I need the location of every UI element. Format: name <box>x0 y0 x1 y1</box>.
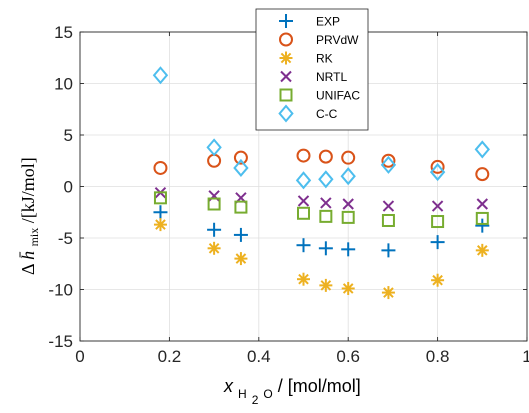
data-point <box>381 153 396 168</box>
tick-labels: 0 0.2 0.4 0.6 0.8 1 -15 -10 -5 0 5 10 15 <box>48 23 529 366</box>
x-axis-label-subsub: 2 <box>252 393 259 407</box>
y-axis-label: Δ h̄ mix /[kJ/mol] <box>18 157 42 275</box>
data-point <box>381 243 396 258</box>
data-point <box>431 200 444 212</box>
legend-label: PRVdW <box>316 33 359 47</box>
x-tick-label: 0.8 <box>426 347 450 366</box>
data-point <box>233 158 249 178</box>
data-markers <box>152 66 490 300</box>
data-point <box>320 197 332 209</box>
legend-box <box>255 8 369 131</box>
x-axis-label-sub: H <box>238 387 247 401</box>
data-point <box>475 167 490 182</box>
legend-marker <box>279 14 293 28</box>
data-point <box>297 206 310 220</box>
data-point <box>341 281 355 295</box>
data-point <box>296 238 311 253</box>
data-point <box>475 243 489 257</box>
data-point <box>430 159 445 174</box>
series-unifac <box>153 191 489 229</box>
data-point <box>474 140 490 159</box>
data-point <box>430 235 445 250</box>
legend-marker <box>279 88 293 102</box>
data-point <box>234 200 248 214</box>
data-point <box>476 198 489 210</box>
legend-marker <box>279 32 293 47</box>
data-point <box>297 195 310 207</box>
y-axis-label-delta: Δ <box>18 264 38 275</box>
x-axis-label-sub-tail: O <box>263 387 272 401</box>
y-tick-label: -10 <box>48 281 73 300</box>
legend-label: UNIFAC <box>316 89 360 103</box>
data-point <box>297 272 310 286</box>
x-tick-label: 0.6 <box>336 347 360 366</box>
data-point <box>380 155 397 174</box>
x-axis-label: x H 2 O / [mol/mol] <box>223 376 361 408</box>
series-rk <box>153 218 489 300</box>
legend-label: RK <box>316 52 333 66</box>
data-point <box>233 150 248 165</box>
data-point <box>342 198 354 210</box>
data-point <box>207 241 221 255</box>
legend: EXP PRVdW RK NRTL UNIFAC C-C <box>255 8 369 131</box>
y-axis-label-h: h̄ <box>18 251 38 260</box>
series-prvdw <box>153 148 490 182</box>
x-tick-label: 0 <box>75 347 84 366</box>
legend-label: NRTL <box>316 70 347 84</box>
data-point <box>234 252 248 266</box>
y-tick-label: 10 <box>54 75 73 94</box>
series-exp <box>153 205 490 258</box>
x-axis-label-rest: / [mol/mol] <box>278 376 361 396</box>
data-point <box>233 227 248 242</box>
y-tick-label: 0 <box>64 178 73 197</box>
data-point <box>206 138 222 157</box>
data-point <box>207 222 222 237</box>
legend-marker <box>280 70 292 83</box>
x-axis-label-var: x <box>223 376 234 396</box>
x-tick-label: 0.2 <box>158 347 182 366</box>
y-tick-label: -15 <box>48 332 73 351</box>
data-point <box>381 286 395 300</box>
data-point <box>475 218 490 233</box>
series-c-c <box>152 66 490 190</box>
y-tick-label: -5 <box>58 229 73 248</box>
x-tick-label: 0.4 <box>247 347 271 366</box>
data-point <box>381 213 395 227</box>
legend-label: C-C <box>316 107 338 121</box>
data-point <box>318 170 334 189</box>
data-point <box>318 149 333 164</box>
y-tick-label: 15 <box>54 23 73 42</box>
legend-marker <box>278 104 294 123</box>
data-point <box>431 273 445 287</box>
x-tick-label: 1 <box>522 347 529 366</box>
y-tick-label: 5 <box>64 126 73 145</box>
legend-marker <box>279 51 293 65</box>
data-point <box>153 218 167 232</box>
data-point <box>341 210 355 224</box>
data-point <box>341 150 356 165</box>
data-point <box>207 197 221 211</box>
data-point <box>152 66 169 85</box>
data-point <box>341 242 356 257</box>
data-point <box>431 215 445 229</box>
data-point <box>340 167 356 186</box>
data-point <box>319 209 333 223</box>
legend-label: EXP <box>316 15 340 29</box>
data-point <box>296 148 311 163</box>
data-point <box>429 163 446 182</box>
series-nrtl <box>154 186 489 212</box>
data-point <box>153 191 167 205</box>
data-point <box>319 278 333 292</box>
data-point <box>475 211 489 225</box>
y-axis-label-rest: /[kJ/mol] <box>18 157 38 223</box>
data-point <box>318 241 333 256</box>
data-point <box>382 200 395 212</box>
data-point <box>153 205 168 220</box>
data-point <box>153 160 168 175</box>
y-axis-label-sub: mix <box>27 228 41 247</box>
data-point <box>295 171 312 190</box>
